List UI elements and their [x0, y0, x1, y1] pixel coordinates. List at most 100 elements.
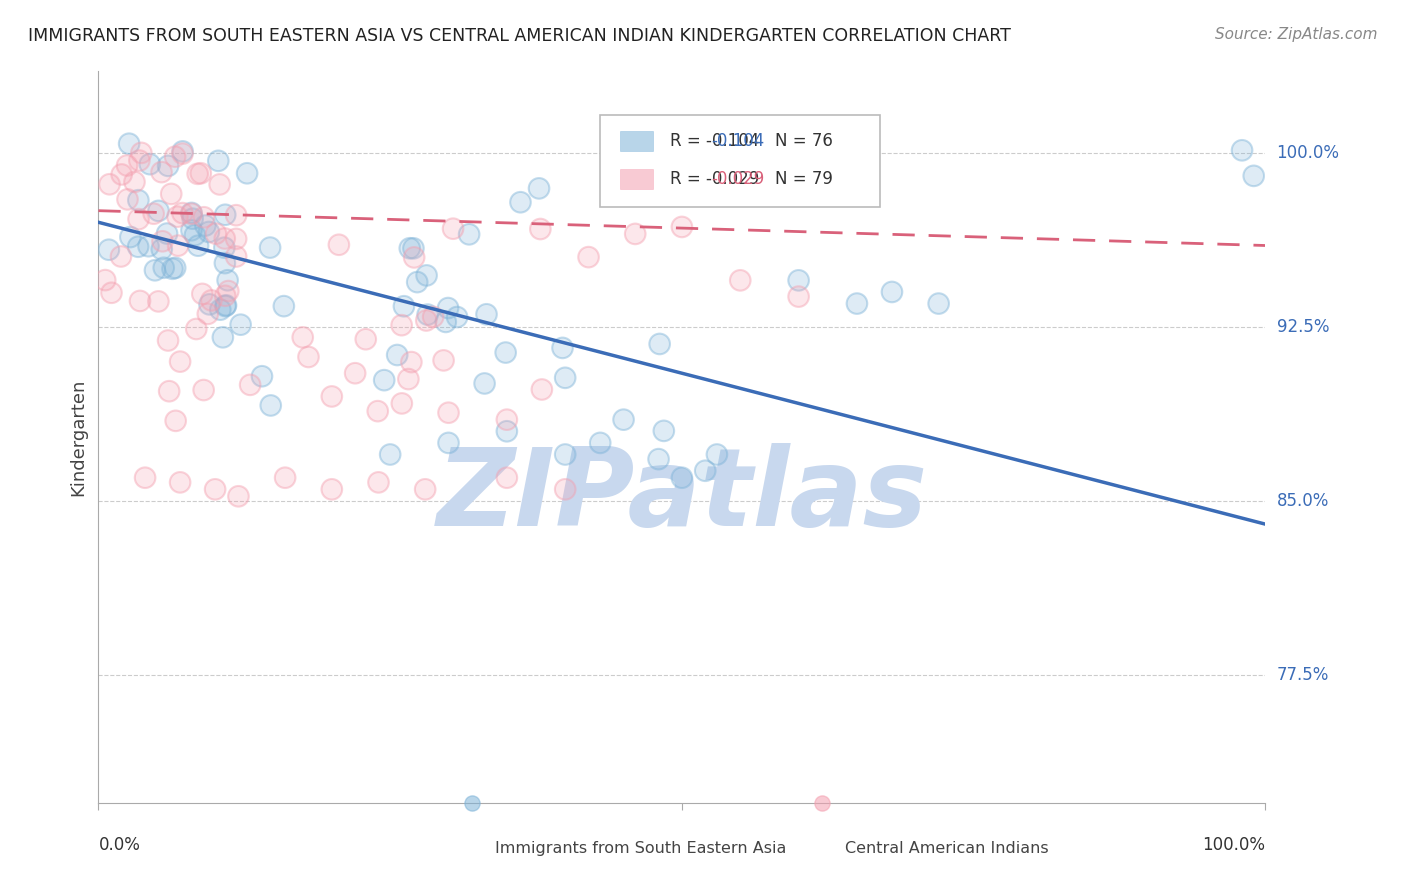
Point	[229, 318, 252, 332]
Point	[928, 296, 950, 310]
Point	[422, 310, 444, 324]
Point	[217, 284, 239, 298]
Point	[260, 399, 283, 413]
Point	[214, 208, 236, 222]
Point	[706, 448, 728, 462]
Point	[110, 250, 132, 264]
Point	[172, 206, 194, 220]
Point	[208, 178, 231, 192]
Point	[134, 471, 156, 485]
Point	[200, 293, 222, 308]
Point	[695, 464, 717, 478]
Point	[437, 406, 460, 420]
Point	[160, 186, 183, 201]
Point	[198, 225, 221, 239]
Point	[647, 452, 669, 467]
Point	[554, 483, 576, 497]
Point	[205, 227, 228, 241]
Point	[648, 337, 671, 351]
Point	[214, 299, 236, 313]
Point	[458, 227, 481, 242]
Point	[209, 302, 232, 317]
Text: R = -0.104   N = 76: R = -0.104 N = 76	[671, 132, 834, 150]
Point	[138, 239, 160, 253]
Point	[150, 165, 173, 179]
Point	[139, 157, 162, 171]
Point	[181, 211, 204, 226]
Point	[624, 227, 647, 241]
Point	[187, 238, 209, 252]
Point	[172, 206, 194, 220]
Point	[217, 284, 239, 298]
Point	[437, 301, 460, 315]
Point	[165, 150, 187, 164]
Point	[437, 436, 460, 450]
Point	[208, 178, 231, 192]
Point	[260, 399, 283, 413]
Point	[413, 483, 436, 497]
Point	[328, 237, 350, 252]
Point	[551, 341, 574, 355]
Point	[239, 377, 262, 392]
Point	[391, 396, 413, 410]
Point	[214, 208, 236, 222]
Point	[321, 483, 343, 497]
Point	[217, 273, 239, 287]
Point	[415, 268, 437, 283]
Point	[475, 307, 498, 321]
Point	[207, 153, 229, 168]
Point	[380, 448, 402, 462]
Point	[117, 193, 139, 207]
Point	[157, 334, 180, 348]
Point	[321, 389, 343, 403]
Point	[214, 241, 236, 255]
Point	[437, 301, 460, 315]
Point	[441, 221, 464, 235]
Point	[787, 290, 810, 304]
Point	[142, 207, 165, 221]
Text: 0.0%: 0.0%	[98, 836, 141, 854]
Point	[127, 240, 149, 254]
Point	[321, 389, 343, 403]
Point	[652, 424, 675, 438]
Point	[204, 483, 226, 497]
Point	[321, 483, 343, 497]
Point	[157, 384, 180, 399]
Point	[152, 260, 174, 275]
Point	[172, 145, 194, 159]
Point	[180, 207, 202, 221]
Point	[172, 146, 194, 161]
Point	[530, 383, 553, 397]
Point	[187, 167, 209, 181]
Point	[166, 210, 188, 224]
Point	[214, 256, 236, 270]
Point	[184, 228, 207, 243]
Point	[392, 299, 415, 313]
Point	[730, 273, 752, 287]
Point	[165, 260, 187, 275]
Point	[120, 230, 142, 244]
Point	[115, 159, 138, 173]
Point	[432, 353, 454, 368]
Point	[554, 371, 576, 385]
Point	[787, 290, 810, 304]
Point	[94, 273, 117, 287]
Point	[328, 237, 350, 252]
Point	[150, 243, 173, 257]
Point	[157, 159, 180, 173]
Point	[391, 396, 413, 410]
Point	[529, 222, 551, 236]
Point	[207, 153, 229, 168]
Point	[204, 483, 226, 497]
Point	[647, 452, 669, 467]
Point	[236, 166, 259, 180]
Point	[250, 369, 273, 384]
Point	[186, 322, 208, 336]
Point	[441, 221, 464, 235]
Point	[98, 178, 121, 192]
Point	[160, 186, 183, 201]
Point	[157, 334, 180, 348]
Point	[134, 471, 156, 485]
Point	[846, 296, 869, 310]
Point	[165, 260, 187, 275]
